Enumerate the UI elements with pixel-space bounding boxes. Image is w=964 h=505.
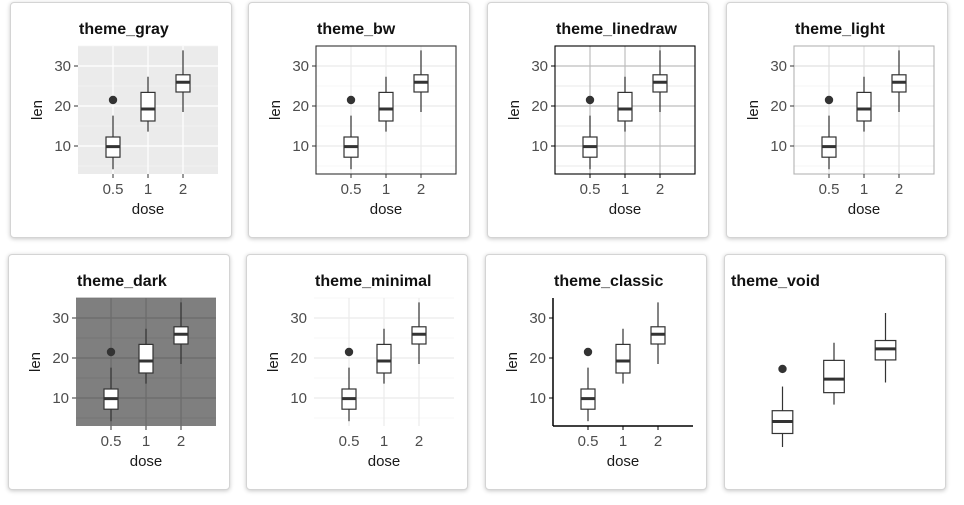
y-axis-title: len bbox=[506, 100, 523, 120]
x-tick-label: 1 bbox=[860, 181, 868, 198]
x-axis-title: dose bbox=[132, 201, 165, 218]
x-tick-label: 0.5 bbox=[101, 433, 122, 450]
chart-theme-classic: theme_classic 10 20 30 0.5 1 2 dose len bbox=[504, 273, 693, 470]
chart-theme-dark: theme_dark 10 20 30 0.5 1 2 dose len bbox=[27, 273, 216, 470]
y-axis-title: len bbox=[265, 352, 282, 372]
box-iqr bbox=[378, 91, 394, 122]
y-tick-label: 10 bbox=[531, 138, 548, 155]
x-axis-title: dose bbox=[368, 453, 401, 470]
y-tick-label: 20 bbox=[52, 350, 69, 367]
y-tick-label: 30 bbox=[531, 58, 548, 75]
chart-theme-minimal: theme_minimal 10 20 30 0.5 1 2 dose len bbox=[265, 273, 454, 470]
y-tick-label: 20 bbox=[529, 350, 546, 367]
y-tick-label: 20 bbox=[292, 98, 309, 115]
panel-theme-minimal: theme_minimal 10 20 30 0.5 1 2 dose len bbox=[246, 254, 468, 490]
y-tick-label: 20 bbox=[54, 98, 71, 115]
outlier-point bbox=[585, 95, 595, 105]
x-tick-label: 0.5 bbox=[339, 433, 360, 450]
outlier-point bbox=[106, 347, 116, 357]
box-iqr bbox=[615, 343, 631, 374]
y-tick-label: 10 bbox=[770, 138, 787, 155]
x-tick-label: 0.5 bbox=[103, 181, 124, 198]
x-tick-label: 1 bbox=[621, 181, 629, 198]
box-iqr bbox=[823, 359, 845, 394]
x-tick-label: 0.5 bbox=[578, 433, 599, 450]
y-tick-label: 30 bbox=[54, 58, 71, 75]
y-axis-title: len bbox=[267, 100, 284, 120]
y-tick-label: 10 bbox=[292, 138, 309, 155]
panel-title: theme_void bbox=[731, 273, 820, 290]
box-iqr bbox=[376, 343, 392, 374]
panel-title: theme_linedraw bbox=[556, 21, 677, 38]
y-tick-label: 20 bbox=[290, 350, 307, 367]
chart-theme-void: theme_void bbox=[731, 273, 897, 448]
x-axis-title: dose bbox=[607, 453, 640, 470]
panel-title: theme_minimal bbox=[315, 273, 431, 290]
x-tick-label: 1 bbox=[380, 433, 388, 450]
panel-title: theme_classic bbox=[554, 273, 664, 290]
y-axis-title: len bbox=[504, 352, 521, 372]
panel-theme-classic: theme_classic 10 20 30 0.5 1 2 dose len bbox=[485, 254, 707, 490]
outlier-point bbox=[108, 95, 118, 105]
panel-title: theme_gray bbox=[79, 21, 169, 38]
chart-theme-gray: theme_gray 10 20 30 0.5 1 2 dose len bbox=[29, 21, 218, 218]
x-tick-label: 2 bbox=[417, 181, 425, 198]
x-tick-label: 2 bbox=[654, 433, 662, 450]
x-tick-label: 1 bbox=[144, 181, 152, 198]
y-tick-label: 20 bbox=[531, 98, 548, 115]
y-tick-label: 30 bbox=[52, 310, 69, 327]
outlier-point bbox=[824, 95, 834, 105]
outlier-point bbox=[346, 95, 356, 105]
x-tick-label: 2 bbox=[177, 433, 185, 450]
x-tick-label: 2 bbox=[895, 181, 903, 198]
x-tick-label: 0.5 bbox=[341, 181, 362, 198]
box-iqr bbox=[140, 91, 156, 122]
y-axis-title: len bbox=[27, 352, 44, 372]
box-iqr bbox=[138, 343, 154, 374]
panel-title: theme_bw bbox=[317, 21, 396, 38]
panel-title: theme_dark bbox=[77, 273, 167, 290]
x-tick-label: 1 bbox=[382, 181, 390, 198]
y-tick-label: 10 bbox=[529, 390, 546, 407]
panel-theme-dark: theme_dark 10 20 30 0.5 1 2 dose len bbox=[8, 254, 230, 490]
x-tick-label: 0.5 bbox=[580, 181, 601, 198]
panel-theme-light: theme_light 10 20 30 0.5 1 2 dose len bbox=[726, 2, 948, 238]
x-tick-label: 1 bbox=[142, 433, 150, 450]
y-tick-label: 30 bbox=[292, 58, 309, 75]
outlier-point bbox=[778, 364, 787, 374]
y-tick-label: 10 bbox=[52, 390, 69, 407]
y-axis-title: len bbox=[745, 100, 762, 120]
outlier-point bbox=[583, 347, 593, 357]
box-iqr bbox=[856, 91, 872, 122]
y-tick-label: 30 bbox=[770, 58, 787, 75]
x-axis-title: dose bbox=[130, 453, 163, 470]
chart-theme-bw: theme_bw 10 20 30 0.5 1 2 dose len bbox=[267, 21, 457, 218]
x-axis-title: dose bbox=[370, 201, 403, 218]
x-tick-label: 2 bbox=[415, 433, 423, 450]
box-iqr bbox=[617, 91, 633, 122]
chart-theme-light: theme_light 10 20 30 0.5 1 2 dose len bbox=[745, 21, 935, 218]
y-tick-label: 30 bbox=[529, 310, 546, 327]
panel-title: theme_light bbox=[795, 21, 885, 38]
panel-theme-void: theme_void bbox=[724, 254, 946, 490]
y-tick-label: 10 bbox=[54, 138, 71, 155]
x-tick-label: 2 bbox=[179, 181, 187, 198]
y-tick-label: 20 bbox=[770, 98, 787, 115]
panel-theme-bw: theme_bw 10 20 30 0.5 1 2 dose len bbox=[248, 2, 470, 238]
outlier-point bbox=[344, 347, 354, 357]
chart-theme-linedraw: theme_linedraw 10 20 30 0.5 1 2 dose len bbox=[506, 21, 696, 218]
y-axis-title: len bbox=[29, 100, 46, 120]
x-tick-label: 1 bbox=[619, 433, 627, 450]
x-axis-title: dose bbox=[848, 201, 881, 218]
x-axis-title: dose bbox=[609, 201, 642, 218]
x-tick-label: 2 bbox=[656, 181, 664, 198]
panel-theme-linedraw: theme_linedraw 10 20 30 0.5 1 2 dose len bbox=[487, 2, 709, 238]
y-tick-label: 30 bbox=[290, 310, 307, 327]
panel-theme-gray: theme_gray 10 20 30 0.5 1 2 dose len bbox=[10, 2, 232, 238]
y-tick-label: 10 bbox=[290, 390, 307, 407]
x-tick-label: 0.5 bbox=[819, 181, 840, 198]
